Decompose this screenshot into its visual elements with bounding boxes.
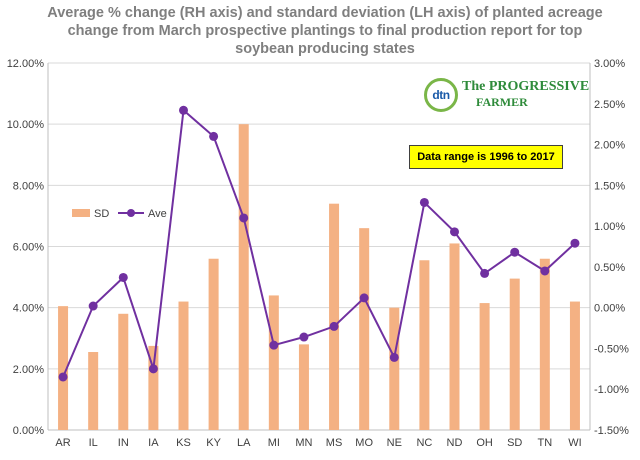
logo-line-1: The PROGRESSIVE xyxy=(462,79,590,94)
right-axis-tick-label: 2.50% xyxy=(594,99,625,111)
ave-point xyxy=(148,364,158,374)
sd-bar xyxy=(509,278,520,430)
ave-point xyxy=(209,131,219,141)
ave-point xyxy=(480,268,490,278)
category-tick-label: MN xyxy=(295,437,312,449)
category-tick-label: MI xyxy=(268,437,280,449)
ave-point xyxy=(450,227,459,237)
sd-bar xyxy=(329,203,340,430)
publisher-logo: dtn The PROGRESSIVE FARMER xyxy=(424,78,589,112)
legend: SD Ave xyxy=(72,208,167,220)
sd-bar xyxy=(148,345,159,430)
sd-bar xyxy=(268,295,279,430)
ave-series-line xyxy=(62,108,576,378)
category-tick-label: ND xyxy=(447,437,463,449)
category-tick-label: IN xyxy=(118,437,129,449)
data-range-note: Data range is 1996 to 2017 xyxy=(409,145,563,169)
left-axis-tick-label: 12.00% xyxy=(7,58,45,70)
category-tick-label: SD xyxy=(507,437,522,449)
sd-bar xyxy=(208,258,219,430)
ave-point xyxy=(239,213,249,223)
category-tick-label: NC xyxy=(416,437,432,449)
sd-bar xyxy=(449,243,460,430)
category-tick-label: AR xyxy=(55,437,70,449)
category-tick-label: LA xyxy=(237,437,251,449)
ave-point xyxy=(179,105,188,115)
dtn-logo-icon: dtn xyxy=(424,78,458,112)
ave-point xyxy=(570,238,580,248)
ave-point xyxy=(299,332,309,342)
ave-point xyxy=(118,272,128,282)
ave-point xyxy=(329,321,339,331)
title-line-3: soybean producing states xyxy=(235,41,415,57)
chart-title: Average % change (RH axis) and standard … xyxy=(40,4,610,58)
sd-bar xyxy=(238,124,249,431)
ave-point xyxy=(359,293,369,303)
category-tick-label: IL xyxy=(89,437,98,449)
ave-point xyxy=(269,340,279,350)
left-axis-tick-label: 2.00% xyxy=(13,364,44,376)
sd-bar xyxy=(359,228,370,430)
ave-point xyxy=(88,301,98,311)
left-axis-tick-label: 0.00% xyxy=(13,425,44,437)
category-tick-label: MO xyxy=(355,437,373,449)
category-tick-label: KS xyxy=(176,437,191,449)
left-axis-tick-label: 6.00% xyxy=(13,242,44,254)
title-line-1: Average % change (RH axis) and standard … xyxy=(47,5,603,21)
legend-sd-label: SD xyxy=(94,208,109,220)
logo-mark-text: dtn xyxy=(432,88,450,102)
title-line-2: change from March prospective plantings … xyxy=(67,23,583,39)
sd-bar xyxy=(389,307,400,430)
right-axis-tick-label: 1.50% xyxy=(594,180,625,192)
sd-bar xyxy=(88,352,99,430)
category-tick-label: OH xyxy=(476,437,493,449)
ave-point xyxy=(58,372,68,382)
sd-bar xyxy=(118,313,129,430)
left-axis-tick-label: 8.00% xyxy=(13,180,44,192)
category-tick-label: WI xyxy=(568,437,581,449)
right-axis-tick-label: -1.00% xyxy=(594,384,629,396)
logo-line-2: FARMER xyxy=(476,95,528,109)
ave-point xyxy=(540,266,550,276)
legend-sd-swatch xyxy=(72,209,90,217)
category-tick-label: NE xyxy=(387,437,402,449)
sd-bar xyxy=(569,301,580,430)
left-axis-tick-label: 4.00% xyxy=(13,303,44,315)
category-tick-label: MS xyxy=(326,437,343,449)
sd-bar xyxy=(178,301,189,430)
ave-point xyxy=(389,352,399,362)
category-tick-label: TN xyxy=(537,437,552,449)
left-axis-tick-label: 10.00% xyxy=(7,119,45,131)
right-axis-tick-label: 0.50% xyxy=(594,262,625,274)
right-axis-tick-label: 3.00% xyxy=(594,58,625,70)
right-axis-tick-label: -0.50% xyxy=(594,343,629,355)
ave-point xyxy=(510,247,520,257)
sd-bar xyxy=(539,258,550,430)
right-axis-tick-label: -1.50% xyxy=(594,425,629,437)
legend-ave-marker xyxy=(127,209,135,217)
category-tick-label: KY xyxy=(206,437,221,449)
right-axis-tick-label: 2.00% xyxy=(594,140,625,152)
right-axis-tick-label: 0.00% xyxy=(594,303,625,315)
ave-point xyxy=(419,197,429,207)
sd-bar xyxy=(58,306,69,430)
sd-bar xyxy=(419,260,430,430)
sd-bar xyxy=(298,344,309,430)
category-tick-label: IA xyxy=(148,437,159,449)
sd-bar xyxy=(479,303,490,430)
right-axis-tick-label: 1.00% xyxy=(594,221,625,233)
legend-ave-label: Ave xyxy=(148,208,167,220)
